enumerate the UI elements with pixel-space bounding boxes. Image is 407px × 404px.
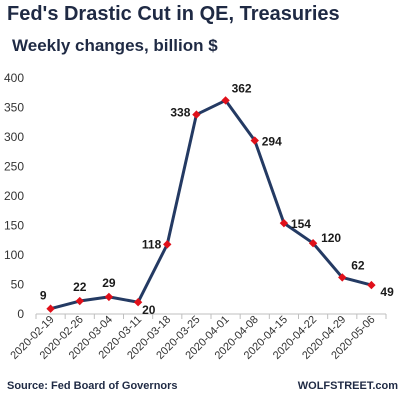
y-tick-label: 200 [4, 189, 24, 203]
y-tick-label: 400 [4, 71, 24, 85]
data-point [367, 280, 376, 290]
y-tick-label: 0 [17, 307, 24, 321]
data-point [250, 136, 259, 145]
data-label: 20 [142, 303, 156, 317]
credit-note: WOLFSTREET.com [297, 380, 398, 392]
y-tick-label: 50 [11, 278, 25, 292]
data-point [163, 240, 172, 249]
data-label: 154 [291, 217, 311, 231]
data-point [104, 292, 114, 302]
y-tick-label: 300 [4, 130, 24, 144]
data-point [75, 296, 84, 306]
y-tick-label: 100 [4, 248, 24, 262]
data-label: 62 [351, 258, 365, 272]
data-point [46, 304, 55, 313]
data-point [221, 96, 230, 105]
data-label: 120 [321, 231, 341, 245]
y-tick-label: 250 [4, 160, 24, 174]
data-label: 29 [102, 276, 116, 290]
source-note: Source: Fed Board of Governors [7, 380, 178, 392]
data-label: 294 [262, 135, 282, 149]
chart-subtitle: Weekly changes, billion $ [12, 36, 218, 55]
data-point [279, 218, 289, 228]
chart-title: Fed's Drastic Cut in QE, Treasuries [7, 3, 340, 25]
data-label: 9 [40, 289, 47, 303]
data-point [338, 273, 347, 282]
data-label: 338 [170, 106, 190, 120]
data-label: 49 [380, 285, 394, 299]
data-point [192, 110, 201, 119]
data-point [308, 239, 318, 248]
y-tick-label: 150 [4, 219, 24, 233]
data-point [133, 298, 143, 307]
data-label: 22 [73, 280, 87, 294]
data-label: 362 [232, 81, 252, 95]
series-line [50, 98, 372, 311]
y-tick-label: 350 [4, 101, 24, 115]
data-label: 118 [142, 237, 162, 251]
